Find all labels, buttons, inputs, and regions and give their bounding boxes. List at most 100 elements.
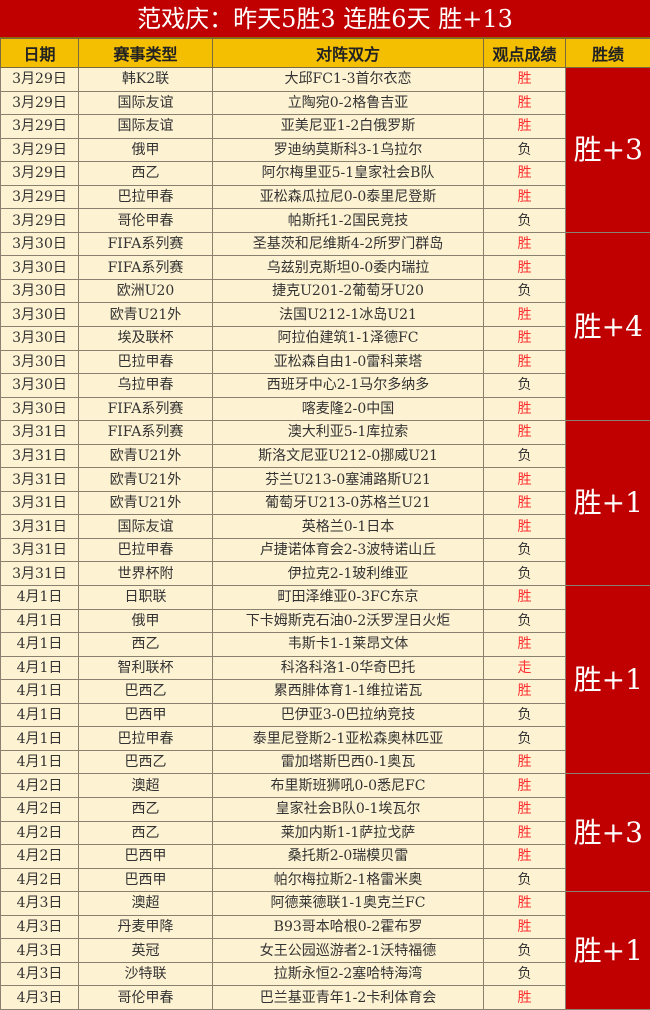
cell-match: 亚美尼亚1-2白俄罗斯 [213,115,484,139]
cell-match: 大邱FC1-3首尔衣恋 [213,68,484,92]
cell-result: 胜 [484,350,566,374]
cell-match: 莱加内斯1-1萨拉戈萨 [213,821,484,845]
table-row: 4月2日巴西甲桑托斯2-0瑞模贝雷胜 [1,845,650,869]
group-score: 胜+1 [566,421,650,586]
table-row: 4月1日巴拉甲春泰里尼登斯2-1亚松森奥林匹亚负 [1,727,650,751]
cell-date: 4月1日 [1,656,79,680]
table-row: 3月30日巴拉甲春亚松森自由1-0雷科莱塔胜 [1,350,650,374]
cell-match: 英格兰0-1日本 [213,515,484,539]
table-row: 3月29日俄甲罗迪纳莫斯科3-1乌拉尔负 [1,138,650,162]
cell-date: 4月2日 [1,797,79,821]
cell-date: 4月1日 [1,633,79,657]
cell-match: 桑托斯2-0瑞模贝雷 [213,845,484,869]
cell-date: 3月29日 [1,185,79,209]
page-title: 范戏庆：昨天5胜3 连胜6天 胜+13 [0,0,650,38]
cell-league: 西乙 [79,797,213,821]
cell-date: 3月31日 [1,421,79,445]
cell-league: FIFA系列赛 [79,232,213,256]
cell-date: 4月2日 [1,845,79,869]
cell-league: 沙特联 [79,962,213,986]
cell-result: 负 [484,279,566,303]
cell-date: 3月31日 [1,444,79,468]
table-row: 4月1日巴西乙雷加塔斯巴西0-1奥瓦胜 [1,750,650,774]
group-score: 胜+3 [566,774,650,892]
table-row: 4月1日西乙韦斯卡1-1莱昂文体胜 [1,633,650,657]
table-row: 4月2日巴西甲帕尔梅拉斯2-1格雷米奥负 [1,868,650,892]
cell-date: 4月1日 [1,750,79,774]
cell-league: 巴西甲 [79,703,213,727]
cell-result: 胜 [484,915,566,939]
table-row: 3月29日巴拉甲春亚松森瓜拉尼0-0泰里尼登斯胜 [1,185,650,209]
cell-result: 胜 [484,232,566,256]
cell-date: 3月31日 [1,538,79,562]
cell-result: 胜 [484,397,566,421]
cell-date: 3月31日 [1,491,79,515]
cell-match: 西班牙中心2-1马尔多纳多 [213,374,484,398]
cell-result: 胜 [484,68,566,92]
cell-league: 澳超 [79,774,213,798]
cell-result: 胜 [484,91,566,115]
cell-match: 帕斯托1-2国民竞技 [213,209,484,233]
cell-result: 胜 [484,633,566,657]
cell-league: 哥伦甲春 [79,986,213,1010]
cell-match: 布里斯班狮吼0-0悉尼FC [213,774,484,798]
cell-date: 4月3日 [1,915,79,939]
cell-date: 4月1日 [1,609,79,633]
cell-result: 走 [484,656,566,680]
header-match: 对阵双方 [213,39,484,68]
cell-league: 欧青U21外 [79,468,213,492]
table-row: 3月31日世界杯附伊拉克2-1玻利维亚负 [1,562,650,586]
header-date: 日期 [1,39,79,68]
cell-result: 负 [484,374,566,398]
cell-league: 日职联 [79,586,213,610]
table-row: 3月29日韩K2联大邱FC1-3首尔衣恋胜胜+3 [1,68,650,92]
cell-result: 负 [484,444,566,468]
cell-league: 哥伦甲春 [79,209,213,233]
cell-match: 亚松森自由1-0雷科莱塔 [213,350,484,374]
cell-date: 3月31日 [1,515,79,539]
cell-result: 胜 [484,162,566,186]
cell-result: 胜 [484,468,566,492]
cell-match: 乌兹别克斯坦0-0委内瑞拉 [213,256,484,280]
table-row: 3月29日哥伦甲春帕斯托1-2国民竞技负 [1,209,650,233]
cell-league: 埃及联杯 [79,327,213,351]
cell-match: 斯洛文尼亚U212-0挪威U21 [213,444,484,468]
cell-result: 胜 [484,303,566,327]
cell-date: 3月30日 [1,232,79,256]
cell-match: 罗迪纳莫斯科3-1乌拉尔 [213,138,484,162]
cell-match: 累西腓体育1-1维拉诺瓦 [213,680,484,704]
cell-result: 胜 [484,774,566,798]
cell-match: 雷加塔斯巴西0-1奥瓦 [213,750,484,774]
cell-result: 胜 [484,845,566,869]
cell-result: 胜 [484,421,566,445]
cell-match: 拉斯永恒2-2塞哈特海湾 [213,962,484,986]
cell-date: 4月2日 [1,868,79,892]
table-row: 4月2日西乙莱加内斯1-1萨拉戈萨胜 [1,821,650,845]
cell-date: 3月29日 [1,68,79,92]
cell-league: FIFA系列赛 [79,421,213,445]
cell-league: 欧青U21外 [79,444,213,468]
cell-league: 巴西乙 [79,750,213,774]
cell-date: 4月3日 [1,939,79,963]
cell-result: 胜 [484,821,566,845]
table-row: 3月30日乌拉甲春西班牙中心2-1马尔多纳多负 [1,374,650,398]
cell-league: 英冠 [79,939,213,963]
cell-match: 捷克U201-2葡萄牙U20 [213,279,484,303]
cell-match: 阿尔梅里亚5-1皇家社会B队 [213,162,484,186]
group-score: 胜+4 [566,232,650,420]
cell-league: 巴拉甲春 [79,350,213,374]
group-score: 胜+3 [566,68,650,233]
header-score: 胜绩 [566,39,650,68]
cell-match: 阿拉伯建筑1-1泽德FC [213,327,484,351]
cell-date: 3月30日 [1,303,79,327]
cell-date: 4月3日 [1,962,79,986]
cell-match: B93哥本哈根0-2霍布罗 [213,915,484,939]
